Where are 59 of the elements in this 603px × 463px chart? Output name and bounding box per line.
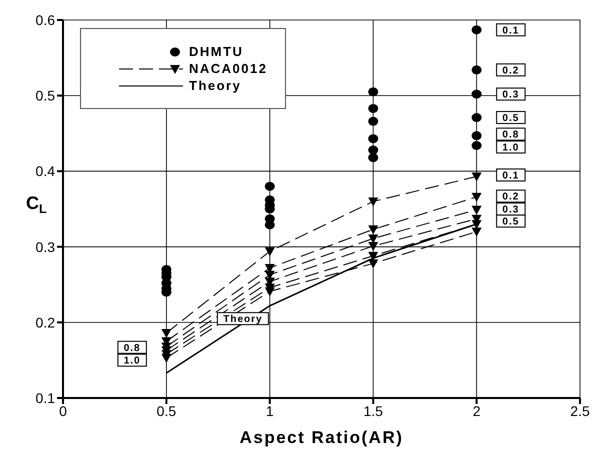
point (472, 25, 482, 34)
point (368, 242, 378, 252)
point (368, 134, 378, 144)
point (472, 113, 482, 122)
point (368, 104, 378, 113)
point (472, 90, 482, 99)
y-tick-label: 0.1 (36, 390, 56, 406)
legend-label: NACA0012 (189, 61, 268, 76)
point (264, 220, 275, 230)
point (472, 172, 482, 182)
point (472, 220, 482, 230)
x-tick-label: 0 (59, 402, 68, 419)
y-tick-label: 0.6 (36, 12, 56, 28)
annotation: 0.3 (502, 90, 520, 101)
y-tick-label: 0.5 (36, 88, 56, 104)
x-tick-label: 1 (266, 402, 274, 419)
annotation: 0.2 (502, 65, 520, 76)
x-tick-label: 2.5 (570, 402, 590, 419)
x-tick-label: 0.5 (156, 402, 176, 419)
annotation: 0.5 (502, 216, 520, 228)
point (472, 192, 482, 202)
annotation: 0.1 (502, 25, 520, 36)
y-tick-label: 0.2 (36, 314, 56, 330)
annotation: 0.5 (502, 113, 520, 124)
legend-label: DHMTU (189, 44, 244, 59)
point (472, 228, 482, 237)
annotation: 0.3 (502, 204, 520, 216)
annotation: 0.2 (502, 192, 520, 203)
point (368, 225, 378, 234)
point (264, 247, 275, 256)
point (161, 328, 172, 338)
point (264, 287, 275, 296)
annotation: 1.0 (124, 356, 141, 367)
point (472, 140, 482, 150)
point (264, 182, 275, 191)
point (472, 206, 482, 215)
y-axis-title: C$_{L}$ (26, 193, 47, 216)
point (368, 153, 378, 162)
legend-label: Theory (189, 78, 242, 93)
point (368, 197, 378, 206)
point (472, 131, 482, 140)
y-tick-label: 0.3 (36, 238, 56, 255)
point (368, 259, 378, 268)
annotation: Theory (223, 314, 263, 326)
point (368, 252, 378, 261)
annotation: 0.8 (124, 342, 141, 354)
point (472, 65, 482, 74)
annotation: 0.1 (502, 170, 520, 182)
point (368, 146, 378, 155)
point (368, 234, 378, 244)
y-tick-label: 0.4 (36, 163, 56, 180)
x-tick-label: 1.5 (363, 402, 384, 419)
point (368, 116, 378, 126)
point (368, 87, 378, 96)
point (161, 354, 172, 363)
x-tick-label: 2 (472, 402, 481, 419)
x-axis-title: Aspect Ratio(AR) (240, 428, 404, 447)
annotation: 1.0 (502, 142, 520, 154)
annotation: 0.8 (502, 130, 520, 141)
